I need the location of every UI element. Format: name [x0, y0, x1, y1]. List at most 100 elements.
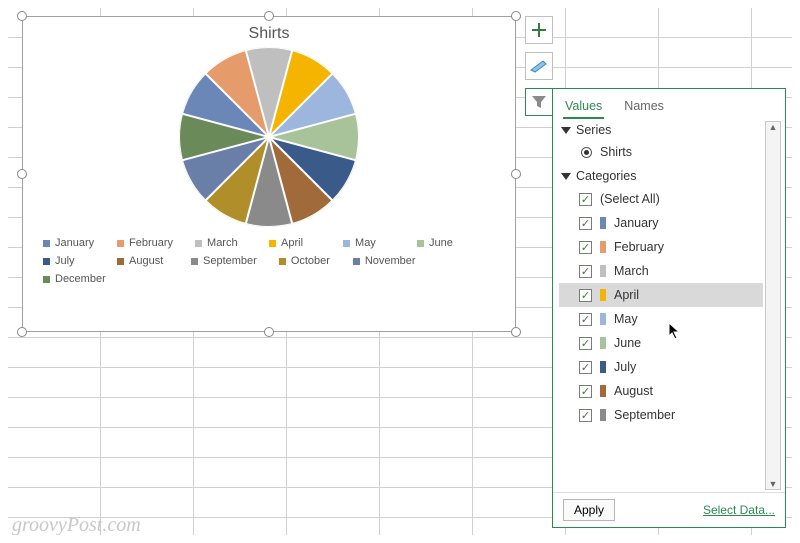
legend-swatch [43, 240, 50, 247]
legend-item: April [269, 237, 321, 249]
pie-chart[interactable] [179, 47, 359, 227]
checkbox[interactable]: ✓ [579, 193, 592, 206]
category-swatch [600, 265, 606, 277]
legend-swatch [353, 258, 360, 265]
checkbox[interactable]: ✓ [579, 337, 592, 350]
legend-item: November [353, 255, 416, 267]
legend-label: January [55, 237, 94, 249]
scroll-down-icon[interactable]: ▼ [769, 479, 778, 489]
category-item[interactable]: ✓July [559, 355, 763, 379]
categories-header-label: Categories [576, 169, 636, 183]
select-data-link[interactable]: Select Data... [703, 503, 775, 517]
series-header-label: Series [576, 123, 611, 137]
chart-style-button[interactable] [525, 52, 553, 80]
checkbox[interactable]: ✓ [579, 385, 592, 398]
checkbox[interactable]: ✓ [579, 289, 592, 302]
selection-handle[interactable] [511, 169, 521, 179]
category-item[interactable]: ✓January [559, 211, 763, 235]
categories-group-header[interactable]: Categories [559, 165, 763, 187]
legend-swatch [417, 240, 424, 247]
scroll-up-icon[interactable]: ▲ [769, 122, 778, 132]
legend-swatch [279, 258, 286, 265]
legend-swatch [117, 258, 124, 265]
category-item[interactable]: ✓August [559, 379, 763, 403]
category-swatch [600, 385, 606, 397]
legend-label: August [129, 255, 163, 267]
legend-swatch [269, 240, 276, 247]
legend-label: February [129, 237, 173, 249]
select-all-label: (Select All) [600, 192, 660, 206]
chart-filter-button[interactable] [525, 88, 553, 116]
brush-icon [530, 59, 548, 73]
selection-handle[interactable] [17, 11, 27, 21]
category-swatch [600, 313, 606, 325]
category-label: June [614, 336, 641, 350]
checkbox[interactable]: ✓ [579, 361, 592, 374]
category-swatch [600, 361, 606, 373]
legend-swatch [195, 240, 202, 247]
legend-label: July [55, 255, 75, 267]
chart-container[interactable]: Shirts JanuaryFebruaryMarchAprilMayJuneJ… [22, 16, 516, 332]
legend-label: December [55, 273, 106, 285]
category-swatch [600, 217, 606, 229]
legend-item: August [117, 255, 169, 267]
legend-item: October [279, 255, 331, 267]
category-item[interactable]: ✓ September [559, 403, 763, 427]
category-label: April [614, 288, 639, 302]
legend-item: February [117, 237, 173, 249]
category-item[interactable]: ✓February [559, 235, 763, 259]
selection-handle[interactable] [264, 11, 274, 21]
category-item[interactable]: ✓ June [559, 331, 763, 355]
apply-button[interactable]: Apply [563, 499, 615, 521]
legend-item: July [43, 255, 95, 267]
legend-swatch [43, 276, 50, 283]
series-group-header[interactable]: Series [559, 119, 763, 141]
legend-item: June [417, 237, 469, 249]
series-label: Shirts [600, 145, 632, 159]
tab-names[interactable]: Names [622, 95, 666, 119]
filter-footer: Apply Select Data... [553, 492, 785, 527]
watermark: groovyPost.com [12, 514, 141, 537]
legend-label: September [203, 255, 257, 267]
legend-item: May [343, 237, 395, 249]
category-label: September [614, 408, 675, 422]
legend-swatch [191, 258, 198, 265]
checkbox[interactable]: ✓ [579, 313, 592, 326]
checkbox[interactable]: ✓ [579, 409, 592, 422]
selection-handle[interactable] [17, 327, 27, 337]
legend-item: January [43, 237, 95, 249]
collapse-icon [561, 127, 571, 134]
selection-handle[interactable] [264, 327, 274, 337]
category-label: March [614, 264, 649, 278]
legend-item: March [195, 237, 247, 249]
radio-button[interactable] [581, 147, 592, 158]
chart-add-element-button[interactable] [525, 16, 553, 44]
category-item[interactable]: ✓ April [559, 283, 763, 307]
legend-item: December [43, 273, 106, 285]
selection-handle[interactable] [511, 11, 521, 21]
checkbox[interactable]: ✓ [579, 217, 592, 230]
category-select-all[interactable]: ✓ (Select All) [559, 187, 763, 211]
category-item[interactable]: ✓ May [559, 307, 763, 331]
legend-swatch [343, 240, 350, 247]
legend-label: November [365, 255, 416, 267]
category-swatch [600, 337, 606, 349]
legend-label: October [291, 255, 330, 267]
filter-tabs: Values Names [553, 89, 785, 119]
category-label: May [614, 312, 638, 326]
category-item[interactable]: ✓ March [559, 259, 763, 283]
legend-label: April [281, 237, 303, 249]
selection-handle[interactable] [17, 169, 27, 179]
legend-label: March [207, 237, 238, 249]
series-item[interactable]: Shirts [559, 141, 763, 165]
checkbox[interactable]: ✓ [579, 265, 592, 278]
category-swatch [600, 289, 606, 301]
filter-scrollbar[interactable]: ▲ ▼ [765, 121, 781, 490]
selection-handle[interactable] [511, 327, 521, 337]
chart-title: Shirts [23, 17, 515, 47]
legend-swatch [43, 258, 50, 265]
chart-legend: January February March April May June July Augu… [23, 227, 515, 291]
plus-icon [531, 22, 547, 38]
checkbox[interactable]: ✓ [579, 241, 592, 254]
tab-values[interactable]: Values [563, 95, 604, 119]
